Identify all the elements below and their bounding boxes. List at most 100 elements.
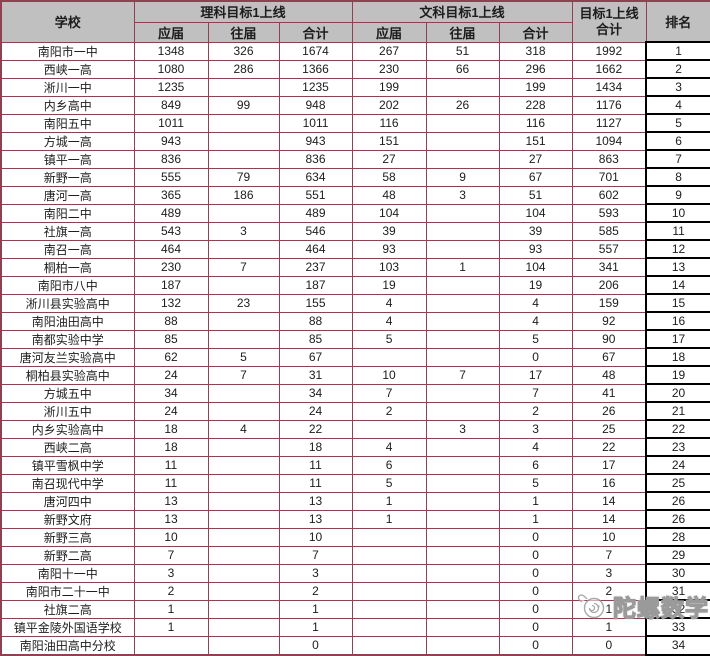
value-cell [351,581,427,601]
table-row: 南阳十一中 3 3 0 3 30 [0,563,710,583]
table-row: 镇平雪枫中学 11 11 6 6 17 24 [0,455,710,475]
table-row: 新野一高 555 79 634 58 9 67 701 8 [0,167,710,187]
school-cell: 淅川五中 [0,401,135,421]
value-cell: 11 [133,473,209,493]
value-cell: 27 [351,149,427,169]
value-cell [207,77,280,97]
rank-cell: 33 [645,617,710,637]
value-cell: 24 [133,365,209,385]
rank-cell: 13 [645,257,710,277]
rank-cell: 28 [645,527,710,547]
value-cell: 863 [571,149,647,169]
value-cell: 1235 [278,77,353,97]
value-cell: 0 [278,635,353,655]
value-cell: 943 [133,131,209,151]
table-row: 方城五中 34 34 7 7 41 20 [0,383,710,403]
value-cell: 48 [571,365,647,385]
table-row: 南阳五中 1011 1011 116 116 1127 5 [0,113,710,133]
school-cell: 淅川县实验高中 [0,293,135,313]
value-cell: 1 [351,509,427,529]
value-cell: 489 [278,203,353,223]
value-cell: 27 [498,149,573,169]
value-cell: 341 [571,257,647,277]
value-cell [425,509,500,529]
school-cell: 方城五中 [0,383,135,403]
value-cell: 4 [351,293,427,313]
rank-cell: 26 [645,509,710,529]
header-row-sub: 应届 往届 合计 应届 往届 合计 [1,21,710,43]
value-cell [207,203,280,223]
value-cell: 5 [498,329,573,349]
value-cell: 14 [571,491,647,511]
value-cell: 1080 [133,59,209,79]
rank-cell: 10 [645,203,710,223]
value-cell [207,239,280,259]
table-row: 淅川一中 1235 1235 199 199 1434 3 [0,77,710,97]
value-cell [425,383,500,403]
value-cell: 186 [207,185,280,205]
value-cell [425,401,500,421]
value-cell: 13 [278,509,353,529]
value-cell: 237 [278,257,353,277]
rank-cell: 5 [645,113,710,133]
value-cell: 1 [425,257,500,277]
value-cell [207,545,280,565]
value-cell [207,401,280,421]
school-cell: 内乡实验高中 [0,419,135,439]
rank-cell: 19 [645,365,710,385]
value-cell [425,293,500,313]
value-cell: 159 [571,293,647,313]
value-cell: 1 [133,617,209,637]
rank-cell: 20 [645,383,710,403]
value-cell: 286 [207,59,280,79]
rank-cell: 24 [645,455,710,475]
value-cell [425,563,500,583]
value-cell: 543 [133,221,209,241]
value-cell [207,113,280,133]
header-school: 学校 [0,0,135,43]
value-cell: 62 [133,347,209,367]
value-cell: 93 [498,239,573,259]
value-cell: 3 [133,563,209,583]
value-cell [425,275,500,295]
value-cell: 464 [278,239,353,259]
rank-cell: 21 [645,401,710,421]
table-row: 南阳市二十一中 2 2 0 2 31 [0,581,710,601]
value-cell [207,581,280,601]
school-cell: 南阳市八中 [0,275,135,295]
table-row: 桐柏县实验高中 24 7 31 10 7 17 48 19 [0,365,710,385]
school-cell: 南召现代中学 [0,473,135,493]
table-row: 唐河一高 365 186 551 48 3 51 602 9 [0,185,710,205]
value-cell: 1366 [278,59,353,79]
value-cell: 4 [498,311,573,331]
rank-cell: 30 [645,563,710,583]
value-cell [133,635,209,655]
value-cell: 1 [498,509,573,529]
table-row: 社旗一高 543 3 546 39 39 585 11 [0,221,710,241]
value-cell: 6 [351,455,427,475]
value-cell: 11 [133,455,209,475]
value-cell: 31 [278,365,353,385]
school-cell: 社旗一高 [0,221,135,241]
value-cell: 6 [498,455,573,475]
school-cell: 南阳油田高中分校 [0,635,135,655]
value-cell [351,635,427,655]
value-cell [425,347,500,367]
table-row: 南阳市一中 1348 326 1674 267 51 318 1992 1 [0,41,710,61]
value-cell: 4 [351,437,427,457]
rank-cell: 25 [645,473,710,493]
value-cell [351,419,427,439]
school-cell: 南阳五中 [0,113,135,133]
value-cell: 14 [571,509,647,529]
rank-cell: 34 [645,635,710,656]
header-rank: 排名 [645,0,710,43]
value-cell [351,347,427,367]
value-cell: 1094 [571,131,647,151]
school-cell: 南阳十一中 [0,563,135,583]
value-cell: 66 [425,59,500,79]
value-cell: 202 [351,95,427,115]
header-liberal-former: 往届 [425,21,500,43]
value-cell: 17 [571,455,647,475]
value-cell: 1127 [571,113,647,133]
header-science-group: 理科目标1上线 [133,0,353,23]
